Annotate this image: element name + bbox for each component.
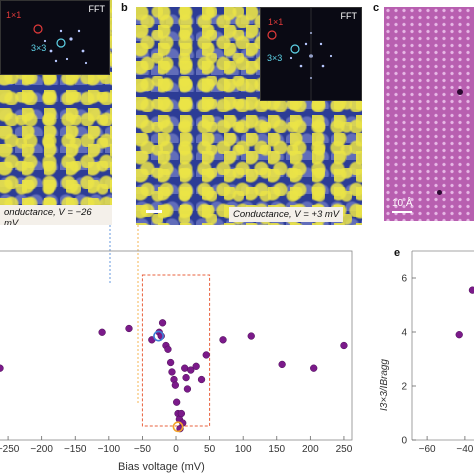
panel-e-chart: 0 2 4 6 −60 −40 I3×3/IBragg xyxy=(379,250,474,456)
panel-a-fft-3x3-label: 3×3 xyxy=(31,43,47,53)
data-point xyxy=(192,362,200,370)
data-point xyxy=(278,360,286,369)
data-point xyxy=(197,375,206,384)
x-tick-label: 100 xyxy=(235,444,252,455)
panel-b-letter: b xyxy=(121,2,128,14)
panel-b-fft-1x1-label: 1×1 xyxy=(268,17,284,27)
panel-a-fft-inset: FFT 1×1 3×3 xyxy=(0,0,110,75)
panel-c-defect xyxy=(437,190,442,195)
panel-b-scalebar xyxy=(146,210,162,213)
panel-b-fft-pattern xyxy=(267,8,333,100)
data-point xyxy=(164,345,172,353)
data-point xyxy=(166,358,175,367)
data-point xyxy=(171,381,179,389)
panel-b-fft-title: FFT xyxy=(340,11,358,21)
x-tick-label: 150 xyxy=(268,444,285,455)
x-tick-label: −50 xyxy=(134,444,151,455)
panel-b-fft-inset: FFT 1×1 3×3 xyxy=(260,7,362,101)
panel-e-letter: e xyxy=(394,247,401,259)
x-tick-label: −40 xyxy=(456,444,473,455)
panel-c-scalebar-label: 10 Å xyxy=(392,198,413,209)
data-point xyxy=(202,351,210,359)
data-point xyxy=(455,331,463,339)
data-point xyxy=(98,328,106,336)
data-point xyxy=(340,341,348,350)
panel-b-caption: Conductance, V = +3 mV xyxy=(229,207,344,222)
panel-d-frame xyxy=(0,250,353,441)
x-tick-label: −150 xyxy=(64,444,87,455)
panel-a-caption-text: onductance, V = −26 mV xyxy=(4,207,92,225)
panel-c-scalebar xyxy=(392,211,412,213)
panel-c-topography: 10 Å xyxy=(384,7,474,221)
panel-b-caption-text: Conductance, V = +3 mV xyxy=(233,209,340,220)
x-tick-label: 200 xyxy=(302,444,319,455)
x-tick-label: 0 xyxy=(173,444,179,455)
panel-d-points xyxy=(0,319,348,433)
x-tick-label: −100 xyxy=(98,444,121,455)
panel-c-defect xyxy=(457,89,463,95)
panel-b-fft-3x3-label: 3×3 xyxy=(267,53,283,63)
x-tick-label: 250 xyxy=(336,444,353,455)
data-point xyxy=(158,319,167,327)
panel-a-fft-title: FFT xyxy=(88,4,106,14)
data-point xyxy=(187,366,195,374)
x-tick-label: −200 xyxy=(30,444,53,455)
highlighted-point xyxy=(172,421,184,433)
panel-b-conductance-map: FFT 1×1 3×3 Conductance, V = +3 mV xyxy=(136,7,362,225)
panel-e-ylabel: I3×3/IBragg xyxy=(379,359,390,411)
panel-a-fft-1x1-label: 1×1 xyxy=(6,10,22,20)
panel-e-ticks: 0 2 4 6 −60 −40 xyxy=(401,274,473,456)
data-point xyxy=(177,409,186,418)
y-tick-label: 4 xyxy=(401,328,407,339)
data-point xyxy=(310,364,318,372)
x-tick-label: −250 xyxy=(0,444,20,455)
panel-c-letter: c xyxy=(373,2,380,14)
data-point xyxy=(247,332,255,340)
panel-d-ticks: −250 −200 −150 −100 −50 0 50 100 150 200 250 xyxy=(0,436,353,455)
data-point xyxy=(219,336,227,344)
y-tick-label: 6 xyxy=(401,274,407,285)
y-tick-label: 0 xyxy=(401,436,407,447)
data-point xyxy=(0,364,4,372)
panel-e-points xyxy=(455,286,474,339)
data-point xyxy=(125,324,133,333)
x-tick-label: 50 xyxy=(204,444,216,455)
data-point xyxy=(183,385,192,393)
highlight-region xyxy=(141,274,211,427)
panel-d-chart: −250 −200 −150 −100 −50 0 50 100 150 200 250 Bias … xyxy=(0,225,353,473)
data-point xyxy=(468,286,474,294)
highlighted-point xyxy=(153,330,164,342)
panel-a-caption: onductance, V = −26 mV xyxy=(0,205,112,225)
data-point xyxy=(182,373,190,382)
data-point xyxy=(168,368,176,376)
data-point xyxy=(181,364,189,372)
panel-d-axes-box xyxy=(0,250,353,441)
panel-a-conductance-map: FFT 1×1 3×3 onductance, V = −26 mV xyxy=(0,0,112,225)
panel-e-frame xyxy=(411,250,474,441)
panel-a-fft-pattern xyxy=(33,24,88,65)
panel-d-xlabel: Bias voltage (mV) xyxy=(118,461,205,473)
data-point xyxy=(173,398,181,406)
x-tick-label: −60 xyxy=(419,444,436,455)
y-tick-label: 2 xyxy=(401,382,407,393)
